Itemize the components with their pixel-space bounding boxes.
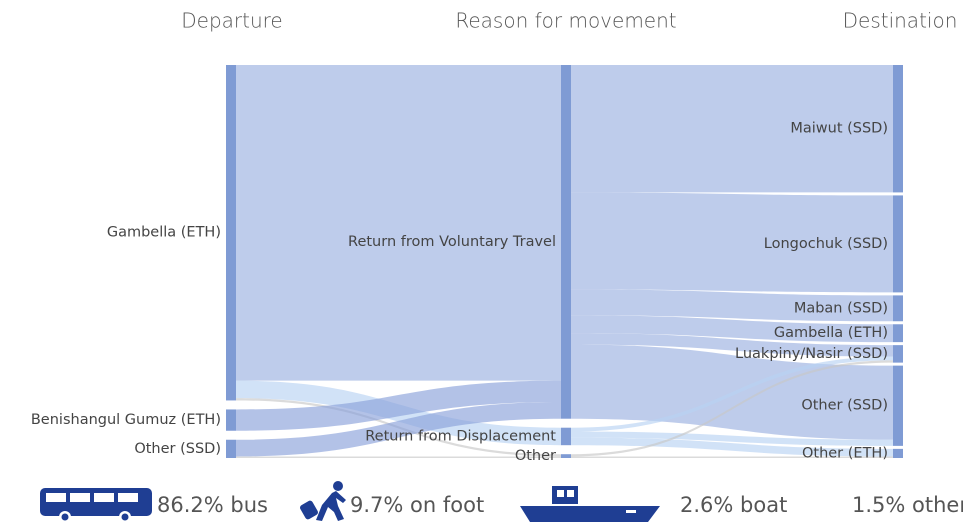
node-label: Maiwut (SSD) <box>790 121 888 137</box>
link <box>236 456 561 458</box>
link <box>571 315 893 343</box>
node-label: Longochuk (SSD) <box>764 236 888 252</box>
node <box>893 448 903 458</box>
node <box>893 295 903 322</box>
transport-share: 2.6% boat <box>680 493 787 517</box>
transport-share: 9.7% on foot <box>350 493 484 517</box>
link <box>571 289 893 322</box>
node-label: Benishangul Gumuz (ETH) <box>31 412 221 428</box>
node <box>226 409 236 431</box>
node-label: Luakpiny/Nasir (SSD) <box>735 346 888 362</box>
link <box>236 401 561 457</box>
transport-share: 86.2% bus <box>157 493 268 517</box>
node <box>561 65 571 419</box>
link <box>571 456 893 458</box>
node <box>893 324 903 343</box>
link <box>571 356 893 432</box>
column-title: Destination <box>843 9 958 33</box>
node <box>226 439 236 458</box>
node <box>226 65 236 401</box>
links <box>236 65 893 458</box>
node-label: Gambella (ETH) <box>107 225 221 241</box>
node <box>893 65 903 193</box>
node-label: Other (SSD) <box>801 398 888 414</box>
node-label: Other (ETH) <box>802 445 888 461</box>
node-label: Other <box>515 448 556 464</box>
node-label: Other (SSD) <box>134 441 221 457</box>
node-label: Gambella (ETH) <box>774 325 888 341</box>
link <box>571 437 893 457</box>
node <box>893 195 903 293</box>
column-title: Departure <box>181 9 282 33</box>
link <box>571 431 893 446</box>
node <box>561 454 571 458</box>
node <box>893 365 903 446</box>
node-label: Return from Voluntary Travel <box>348 234 556 250</box>
transport-share: 1.5% other <box>852 493 963 517</box>
nodes: Gambella (ETH) Benishangul Gumuz (ETH) Oth… <box>31 65 903 464</box>
link <box>571 65 893 193</box>
bus-icon <box>40 488 152 523</box>
node <box>893 345 903 363</box>
link <box>571 360 893 457</box>
link <box>571 192 893 293</box>
link <box>571 333 893 357</box>
node <box>561 427 571 446</box>
node-label: Return from Displacement <box>365 428 556 444</box>
column-title: Reason for movement <box>455 9 676 33</box>
link <box>236 65 561 381</box>
link <box>236 380 561 431</box>
walk-icon <box>300 481 346 521</box>
boat-icon <box>520 486 660 522</box>
node-label: Maban (SSD) <box>794 300 888 316</box>
